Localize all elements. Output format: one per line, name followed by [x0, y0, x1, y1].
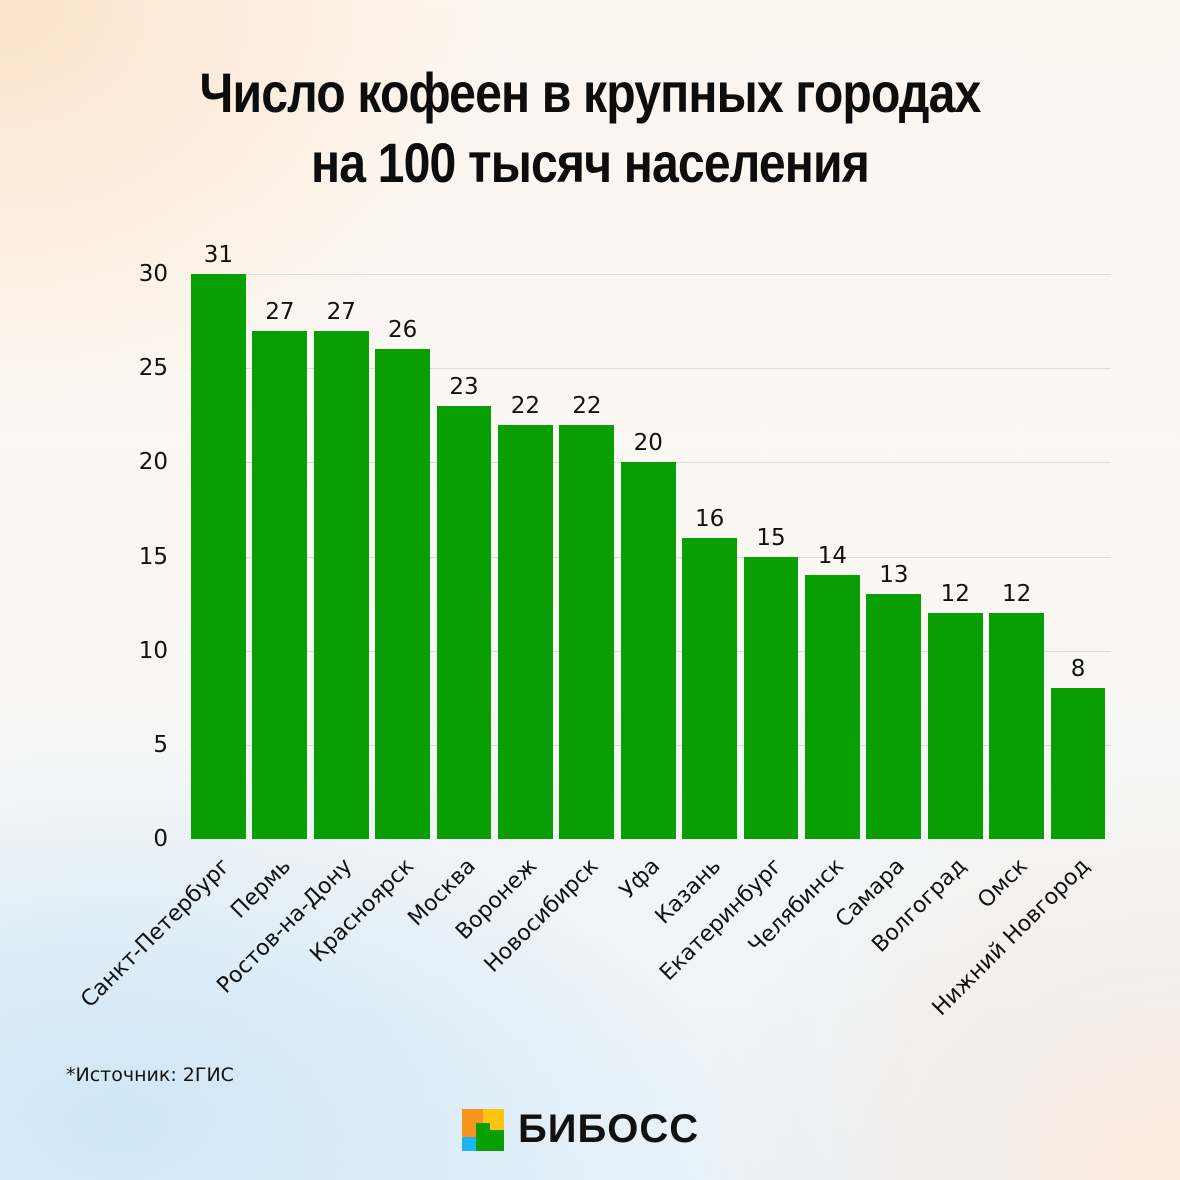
bar-value-label: 27	[265, 298, 295, 325]
bar	[743, 556, 799, 839]
chart-title-line-1: Число кофеен в крупных городах	[199, 61, 982, 124]
y-tick-label: 20	[138, 449, 168, 475]
logo-text: БИБОСС	[518, 1107, 700, 1151]
bar	[313, 330, 369, 839]
bar	[805, 575, 860, 839]
x-category-label: Уфа	[614, 853, 665, 904]
bar	[252, 330, 308, 839]
bar	[620, 462, 676, 839]
bar-value-label: 27	[326, 298, 356, 325]
bar-value-label: 16	[695, 505, 725, 532]
bar-value-label: 20	[633, 430, 663, 457]
bar-value-label: 31	[203, 242, 234, 268]
y-tick-label: 30	[138, 261, 168, 287]
bar	[682, 537, 738, 839]
bar	[1050, 688, 1106, 839]
bar-value-label: 22	[572, 392, 602, 419]
bar	[989, 613, 1045, 839]
bar-value-label: 13	[879, 562, 909, 589]
bar	[191, 274, 246, 839]
chart-title: Число кофеен в крупных городах на 100 ты…	[0, 58, 1180, 198]
x-category-label: Новосибирск	[479, 853, 604, 978]
bar	[498, 424, 553, 839]
bar-value-label: 14	[817, 543, 848, 570]
y-tick-label: 10	[138, 638, 168, 664]
y-tick-label: 25	[138, 355, 168, 381]
bar-value-label: 12	[1002, 581, 1032, 607]
bar-value-label: 22	[510, 392, 541, 419]
bar	[436, 405, 492, 839]
chart-title-line-2: на 100 тысяч населения	[310, 131, 870, 194]
source-note: *Источник: 2ГИС	[66, 1064, 234, 1086]
gridline	[190, 368, 1111, 369]
x-category-label: Омск	[973, 853, 1034, 914]
bar	[866, 594, 922, 839]
bar-value-label: 26	[388, 317, 418, 344]
bar-value-label: 8	[1070, 656, 1086, 683]
gridline	[190, 274, 1111, 275]
bar-value-label: 23	[449, 373, 479, 400]
y-tick-label: 5	[153, 732, 168, 758]
bar	[375, 349, 431, 839]
bar-value-label: 12	[940, 581, 970, 607]
x-category-label: Санкт-Петербург	[75, 853, 235, 1013]
bar-value-label: 15	[756, 524, 786, 551]
brand-logo: БИБОСС	[462, 1107, 699, 1152]
y-tick-label: 0	[153, 826, 168, 852]
y-tick-label: 15	[138, 544, 168, 570]
bar	[927, 613, 983, 839]
logo-icon	[462, 1108, 504, 1151]
bar	[559, 424, 615, 839]
